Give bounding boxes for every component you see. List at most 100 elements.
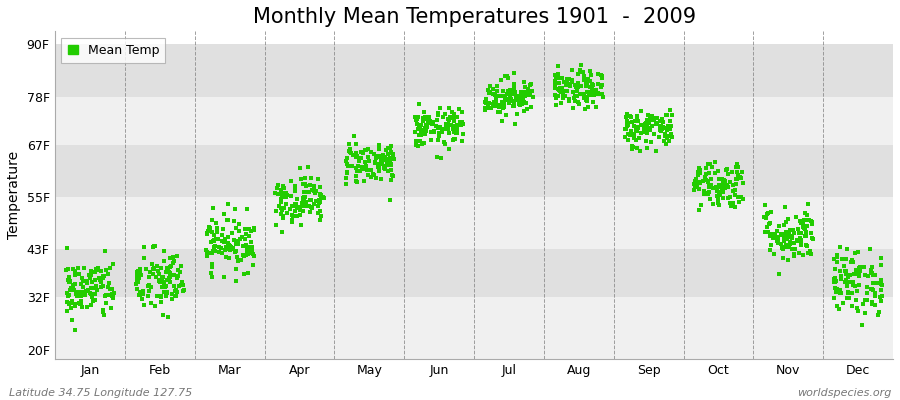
Point [505, 98, 519, 104]
Point [702, 170, 716, 176]
Point [384, 161, 399, 168]
Point [88, 296, 103, 303]
Point [704, 176, 718, 183]
Point [482, 100, 497, 106]
Point [729, 176, 743, 182]
Point [362, 158, 376, 164]
Point [780, 216, 795, 222]
Point [349, 141, 364, 147]
Point [780, 257, 795, 263]
Point [553, 85, 567, 91]
Point [868, 290, 882, 297]
Point [231, 227, 246, 234]
Point [712, 183, 726, 190]
Point [446, 110, 461, 117]
Point [631, 118, 645, 124]
Point [780, 243, 795, 250]
Point [830, 259, 844, 266]
Point [580, 89, 594, 95]
Point [294, 200, 309, 206]
Point [312, 207, 327, 214]
Point [222, 243, 237, 249]
Point [340, 160, 355, 167]
Point [801, 201, 815, 207]
Point [245, 244, 259, 250]
Point [140, 282, 155, 289]
Point [868, 272, 883, 278]
Point [298, 175, 312, 181]
Point [235, 234, 249, 240]
Point [66, 282, 80, 289]
Point [506, 103, 520, 110]
Point [478, 99, 492, 105]
Point [230, 254, 244, 260]
Point [139, 266, 153, 272]
Point [410, 115, 424, 122]
Point [865, 270, 879, 277]
Point [375, 153, 390, 160]
Point [317, 194, 331, 201]
Point [155, 274, 169, 280]
Point [721, 171, 735, 177]
Bar [55, 298, 893, 350]
Point [627, 123, 642, 129]
Point [654, 124, 669, 130]
Point [300, 188, 314, 195]
Point [431, 112, 446, 118]
Point [572, 91, 587, 97]
Point [490, 93, 504, 99]
Point [833, 273, 848, 279]
Point [65, 298, 79, 305]
Point [692, 166, 706, 173]
Point [796, 224, 810, 230]
Point [644, 113, 659, 119]
Point [767, 251, 781, 258]
Point [418, 128, 433, 134]
Point [583, 88, 598, 95]
Point [778, 229, 793, 235]
Point [146, 270, 160, 277]
Point [520, 92, 535, 98]
Point [364, 174, 378, 180]
Point [339, 175, 354, 182]
Point [78, 288, 93, 295]
Point [287, 184, 302, 190]
Point [508, 89, 522, 96]
Point [216, 226, 230, 232]
Point [73, 289, 87, 295]
Point [493, 109, 508, 116]
Point [702, 182, 716, 189]
Point [486, 101, 500, 108]
Point [585, 81, 599, 88]
Point [364, 166, 379, 173]
Point [778, 204, 793, 210]
Point [446, 136, 461, 142]
Point [842, 295, 856, 301]
Point [582, 92, 597, 99]
Point [440, 122, 454, 129]
Point [726, 200, 741, 206]
Point [797, 217, 812, 224]
Point [784, 234, 798, 240]
Point [773, 231, 788, 238]
Point [211, 225, 225, 232]
Point [730, 169, 744, 175]
Point [830, 287, 844, 294]
Point [410, 116, 424, 123]
Point [156, 279, 170, 286]
Point [153, 277, 167, 284]
Point [350, 153, 365, 159]
Point [130, 279, 145, 286]
Point [777, 222, 791, 228]
Point [585, 89, 599, 96]
Point [787, 230, 801, 237]
Point [90, 267, 104, 273]
Point [590, 71, 605, 77]
Point [107, 290, 122, 296]
Point [210, 220, 224, 226]
Point [524, 104, 538, 110]
Point [630, 124, 644, 130]
Point [356, 150, 370, 157]
Point [503, 88, 517, 94]
Point [562, 83, 577, 89]
